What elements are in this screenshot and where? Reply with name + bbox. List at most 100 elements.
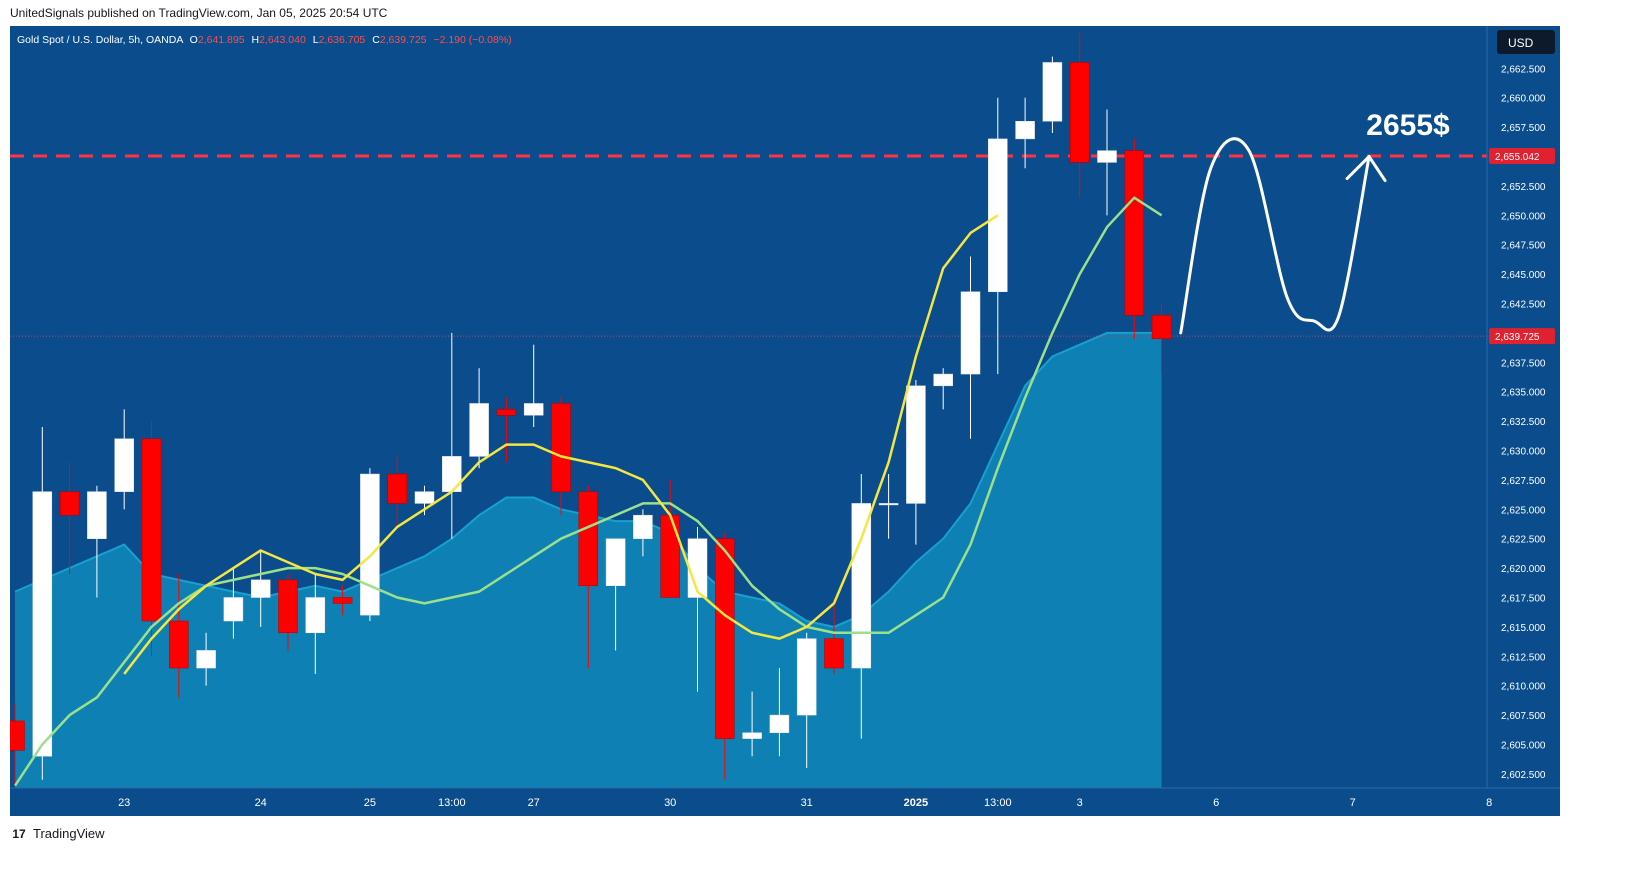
candle-down <box>278 573 298 651</box>
candle-body <box>223 597 244 622</box>
candle-body <box>442 456 462 492</box>
candle-body <box>1069 62 1090 163</box>
y-tick-label: 2,647.500 <box>1501 241 1546 252</box>
candle-up <box>360 468 380 622</box>
y-tick-label: 2,622.500 <box>1501 535 1546 546</box>
chart-area[interactable]: Gold Spot / U.S. Dollar, 5h, OANDA O2,64… <box>5 26 1560 816</box>
x-tick-labels: 23 24 25 13:00 27 30 31 2025 13:00 3 6 7 8 <box>118 797 1492 809</box>
currency-button[interactable]: USD <box>1497 30 1555 54</box>
y-tick-label: 2,627.500 <box>1501 476 1546 487</box>
target-annotation: 2655$ <box>1366 109 1450 142</box>
y-tick-label: 2,637.500 <box>1501 358 1546 369</box>
tradingview-logo[interactable]: 17 TradingView <box>10 826 105 841</box>
legend-change: −2.190 (−0.08%) <box>433 34 511 46</box>
level-layer <box>10 154 1487 337</box>
candle-up <box>1015 97 1035 169</box>
candle-down <box>578 485 599 669</box>
candle-down <box>1151 303 1172 375</box>
candle-body <box>605 538 626 586</box>
candle-up <box>305 573 326 674</box>
tradingview-icon: 17 <box>12 826 26 841</box>
candle-up <box>114 409 134 510</box>
x-tick-label: 23 <box>118 797 130 809</box>
candle-body <box>851 503 872 669</box>
candle-down <box>332 585 353 616</box>
candle-up <box>523 344 544 427</box>
candle-body <box>796 638 817 716</box>
candle-body <box>523 403 544 416</box>
candle-body <box>278 579 298 634</box>
candle-body <box>387 473 407 504</box>
price-tag-label: 2,639.725 <box>1495 332 1540 343</box>
x-tick-label: 8 <box>1486 797 1492 809</box>
candle-down <box>169 573 189 698</box>
candle-down <box>387 456 407 527</box>
x-tick-label: 7 <box>1350 797 1356 809</box>
legend-symbol: Gold Spot / U.S. Dollar, 5h, OANDA <box>17 34 183 46</box>
candle-body <box>988 138 1008 293</box>
candle-up <box>960 256 981 439</box>
candle-body <box>87 491 107 539</box>
candle-body <box>960 291 981 375</box>
candle-body <box>878 503 899 506</box>
candle-layer <box>5 33 1172 786</box>
projection-arrow-head <box>1345 155 1387 183</box>
y-tick-label: 2,657.500 <box>1501 123 1546 134</box>
candle-body <box>305 597 326 634</box>
candle-up <box>988 97 1008 375</box>
candle-body <box>1097 150 1117 163</box>
y-tick-label: 2,662.500 <box>1501 64 1546 75</box>
y-tick-label: 2,612.500 <box>1501 652 1546 663</box>
candle-up <box>933 368 953 410</box>
legend-low-value: 2,636.705 <box>319 34 366 46</box>
price-chart[interactable]: Gold Spot / U.S. Dollar, 5h, OANDA O2,64… <box>5 26 1560 816</box>
candle-body <box>496 409 517 416</box>
price-tags: 2,655.042 2,639.725 <box>1489 148 1555 345</box>
candle-down <box>59 462 80 574</box>
y-tick-label: 2,602.500 <box>1501 770 1546 781</box>
currency-label: USD <box>1508 36 1534 50</box>
legend-low-label: L <box>313 34 319 46</box>
tradingview-brand: TradingView <box>33 826 105 841</box>
x-tick-label: 30 <box>664 797 676 809</box>
legend-close-value: 2,639.725 <box>380 34 427 46</box>
x-tick-label: 27 <box>528 797 540 809</box>
candle-down <box>824 597 844 674</box>
candle-body <box>469 403 489 457</box>
y-axis[interactable]: 2,602.500 2,605.000 2,607.500 2,610.000 2,61… <box>1486 26 1555 788</box>
candle-body <box>715 538 735 739</box>
candle-up <box>250 550 271 627</box>
y-tick-label: 2,630.000 <box>1501 447 1546 458</box>
x-tick-label: 31 <box>801 797 813 809</box>
candle-up <box>32 426 53 780</box>
candle-body <box>660 514 680 598</box>
projection-layer <box>1179 137 1387 335</box>
legend: Gold Spot / U.S. Dollar, 5h, OANDA O2,64… <box>17 34 512 46</box>
price-tag-bg <box>1489 148 1555 165</box>
x-tick-label: 3 <box>1077 797 1083 809</box>
x-tick-label: 2025 <box>904 797 928 809</box>
candle-body <box>1015 121 1035 140</box>
candle-body <box>59 491 80 516</box>
y-tick-label: 2,605.000 <box>1501 740 1546 751</box>
candle-body <box>332 597 353 604</box>
legend-open-value: 2,641.895 <box>198 34 245 46</box>
candle-down <box>715 532 735 780</box>
y-tick-label: 2,607.500 <box>1501 711 1546 722</box>
y-tick-label: 2,635.000 <box>1501 388 1546 399</box>
candle-down <box>660 479 680 598</box>
candle-body <box>1124 150 1145 316</box>
x-axis[interactable]: 23 24 25 13:00 27 30 31 2025 13:00 3 6 7 8 <box>10 787 1560 809</box>
y-tick-label: 2,652.500 <box>1501 182 1546 193</box>
candle-up <box>442 332 462 539</box>
svg-text:Gold Spot / U.S. Dollar, 5h, O: Gold Spot / U.S. Dollar, 5h, OANDA O2,64… <box>17 34 512 46</box>
candle-up <box>223 568 244 639</box>
candle-up <box>796 632 817 769</box>
legend-open-label: O <box>190 34 198 46</box>
candle-body <box>114 438 134 492</box>
candle-body <box>906 385 926 504</box>
candle-up <box>851 474 872 739</box>
candle-body <box>769 714 790 733</box>
price-tag: 2,655.042 <box>1489 148 1555 165</box>
x-tick-label: 13:00 <box>438 797 466 809</box>
